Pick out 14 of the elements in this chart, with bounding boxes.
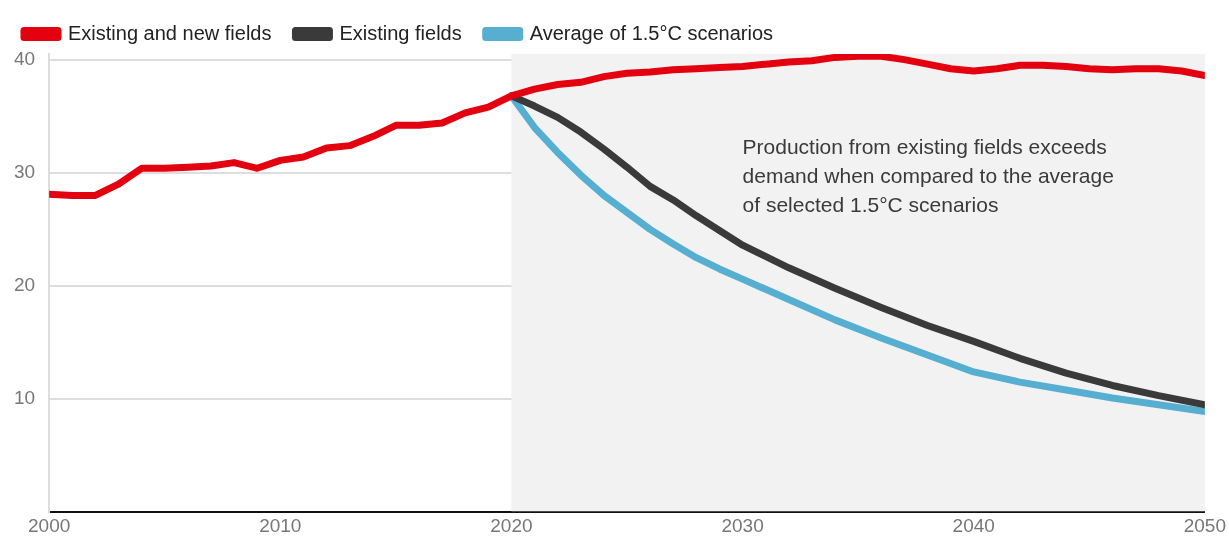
y-tick-label: 30: [13, 161, 36, 183]
x-tick-label: 2020: [490, 514, 533, 536]
y-tick-label: 10: [13, 387, 36, 409]
x-tick-label: 2050: [1183, 514, 1227, 536]
legend-label: Existing and new fields: [68, 21, 272, 44]
y-tick-label: 20: [13, 274, 36, 296]
x-tick-label: 2040: [952, 514, 995, 536]
legend-label: Average of 1.5°C scenarios: [529, 21, 774, 44]
x-tick-label: 2030: [721, 514, 764, 536]
x-tick-label: 2010: [259, 514, 302, 536]
legend-label: Existing fields: [339, 21, 462, 44]
annotation: Production from existing fields exceeds demand when compared to the average of selected 1.5°C scenarios: [742, 135, 1114, 217]
y-tick-label: 40: [13, 47, 36, 69]
x-tick-label: 2000: [27, 514, 71, 536]
